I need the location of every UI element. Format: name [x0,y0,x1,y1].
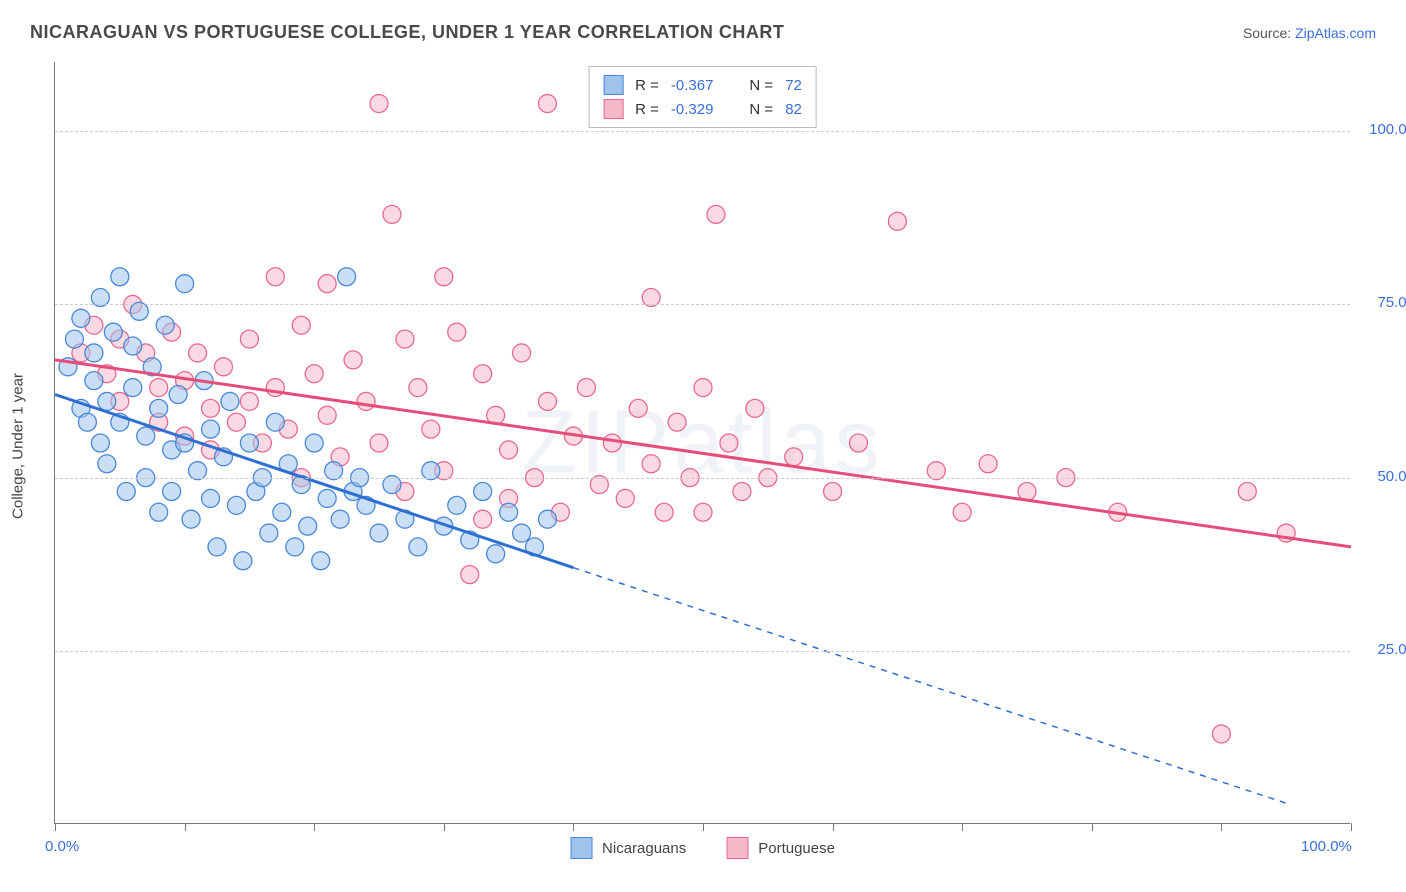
source-attribution: Source: ZipAtlas.com [1243,25,1376,41]
scatter-svg [55,62,1350,823]
y-tick-label: 50.0% [1360,468,1406,485]
legend-label: Portuguese [758,840,835,857]
n-label: N = [749,101,773,118]
n-label: N = [749,77,773,94]
swatch-nicaraguan [603,75,623,95]
y-tick-label: 25.0% [1360,641,1406,658]
n-value-nicaraguan: 72 [785,77,802,94]
y-axis-label: College, Under 1 year [10,373,27,519]
correlation-stats-box: R = -0.367 N = 72 R = -0.329 N = 82 [588,66,817,128]
r-label: R = [635,77,659,94]
r-label: R = [635,101,659,118]
y-tick-label: 100.0% [1360,121,1406,138]
source-label: Source: [1243,25,1291,41]
swatch-portuguese [726,837,748,859]
source-link[interactable]: ZipAtlas.com [1295,25,1376,41]
r-value-nicaraguan: -0.367 [671,77,714,94]
chart-title: NICARAGUAN VS PORTUGUESE COLLEGE, UNDER … [30,22,784,43]
plot-area: ZIPatlas R = -0.367 N = 72 R = -0.329 N … [54,62,1350,824]
swatch-portuguese [603,99,623,119]
stat-row-portuguese: R = -0.329 N = 82 [603,97,802,121]
n-value-portuguese: 82 [785,101,802,118]
legend-label: Nicaraguans [602,840,686,857]
legend-item-portuguese: Portuguese [726,837,835,859]
legend-item-nicaraguan: Nicaraguans [570,837,686,859]
x-tick-label: 0.0% [45,838,79,855]
x-axis-legend: Nicaraguans Portuguese [570,837,835,859]
r-value-portuguese: -0.329 [671,101,714,118]
stat-row-nicaraguan: R = -0.367 N = 72 [603,73,802,97]
title-bar: NICARAGUAN VS PORTUGUESE COLLEGE, UNDER … [0,0,1406,51]
y-tick-label: 75.0% [1360,294,1406,311]
x-tick-label: 100.0% [1301,838,1352,855]
chart-container: { "title": "NICARAGUAN VS PORTUGUESE COL… [0,0,1406,892]
swatch-nicaraguan [570,837,592,859]
